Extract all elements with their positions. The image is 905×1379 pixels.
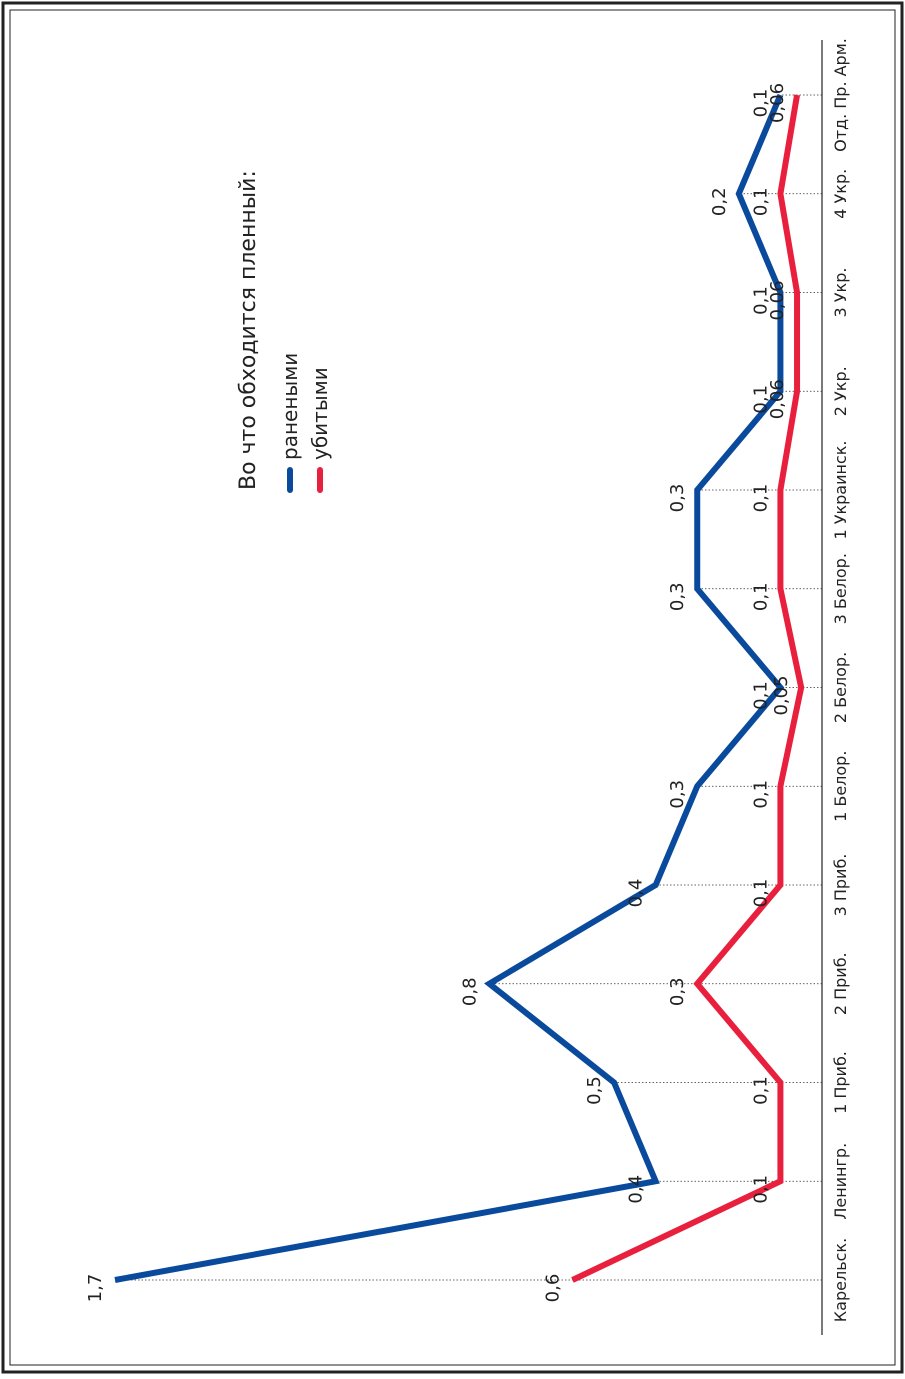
inner-frame [9,9,896,1366]
value-label: 0,1 [750,780,771,809]
legend-title: Во что обходится пленный: [236,170,261,490]
value-label: 0,1 [750,385,771,414]
value-label: 0,06 [767,83,788,123]
x-tick-label: 1 Приб. [831,1051,850,1114]
rotated-plot: Во что обходится пленный: Карельск. Ленин… [85,38,850,1335]
x-tick-label: 2 Белор. [831,652,850,723]
value-label: 0,3 [667,484,688,513]
x-tick-label: 2 Укр. [831,366,850,416]
value-label: 0,3 [667,582,688,611]
value-label: 0,3 [667,780,688,809]
value-label: 0,06 [767,280,788,320]
value-label: 1,7 [85,1274,106,1303]
value-label: 0,4 [626,1175,647,1204]
value-label: 0,1 [750,681,771,710]
x-tick-label: Ленингр. [831,1143,850,1220]
value-label: 0,1 [750,286,771,315]
value-label: 0,8 [459,977,480,1006]
value-label: 0,1 [750,187,771,216]
value-label: 0,1 [750,879,771,908]
x-tick-label: Карельск. [831,1238,850,1322]
series-line [571,94,805,1283]
x-tick-label: 4 Укр. [831,169,850,219]
x-tick-label: 1 Украинск. [831,440,850,539]
value-label: 0,5 [584,1076,605,1105]
value-label: 0,1 [750,1076,771,1105]
x-tick-label: Отд. Пр. Арм. [831,38,850,152]
value-label: 0,1 [750,1175,771,1204]
value-label: 0,1 [750,484,771,513]
x-tick-label: 3 Белор. [831,553,850,624]
value-label: 0,2 [709,187,730,216]
x-tick-label: 2 Приб. [831,952,850,1015]
value-label: 0,3 [667,977,688,1006]
legend-label: ранеными [278,353,302,460]
value-label: 0,6 [542,1274,563,1303]
value-label: 0,05 [771,675,792,715]
value-label: 0,06 [767,379,788,419]
value-label: 0,4 [626,879,647,908]
x-tick-label: 3 Укр. [831,268,850,318]
value-label: 0,1 [750,89,771,118]
series-line [114,93,785,1283]
x-tick-label: 3 Приб. [831,854,850,917]
value-label: 0,1 [750,582,771,611]
legend-label: убитыми [308,367,332,460]
x-tick-label: 1 Белор. [831,751,850,822]
